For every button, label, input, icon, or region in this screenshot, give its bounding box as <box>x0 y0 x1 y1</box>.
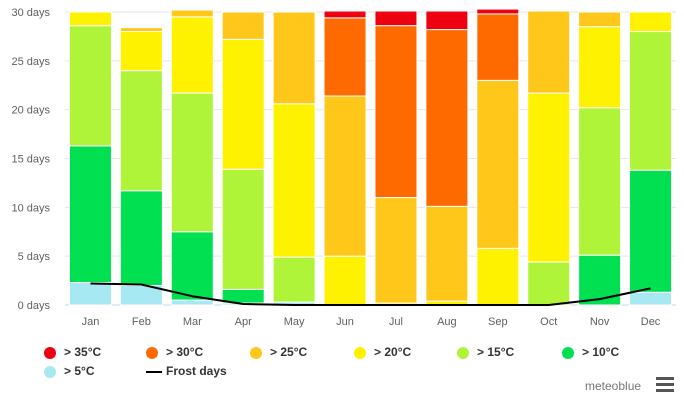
x-tick-label: May <box>284 316 305 328</box>
bar-segment <box>68 11 112 27</box>
legend-label: > 35°C <box>64 345 102 359</box>
bar-segment <box>578 107 622 256</box>
legend-label: > 10°C <box>582 345 620 359</box>
y-tick-label: 20 days <box>11 105 50 117</box>
x-tick-label: Feb <box>132 316 151 328</box>
bar-segment <box>119 190 163 286</box>
legend-swatch <box>457 347 469 359</box>
bar-segment <box>221 11 265 40</box>
bar-segment <box>527 261 571 306</box>
bar-segment <box>323 17 367 97</box>
bar-segment <box>374 10 418 27</box>
bar-segment <box>221 168 265 290</box>
legend-line-swatch <box>146 371 162 373</box>
bar-segment <box>68 25 112 147</box>
legend-swatch <box>44 366 56 378</box>
x-tick-label: Dec <box>641 316 661 328</box>
bar-segment <box>323 95 367 257</box>
legend-label: > 20°C <box>374 345 412 359</box>
bar-segment <box>272 103 316 258</box>
legend-swatch <box>250 347 262 359</box>
bar-segment <box>119 70 163 192</box>
bar-segment <box>425 29 469 207</box>
stacked-bars <box>68 8 673 306</box>
x-axis-ticks: Jan Feb Mar Apr May Jun Jul Aug Sep Oct Nov Dec <box>82 316 661 328</box>
y-tick-label: 0 days <box>18 300 51 312</box>
bar-segment <box>170 16 214 94</box>
y-tick-label: 30 days <box>11 7 50 19</box>
bar-segment <box>272 11 316 105</box>
legend-label: > 5°C <box>64 364 95 378</box>
y-tick-label: 25 days <box>11 56 50 68</box>
x-tick-label: Jul <box>389 316 403 328</box>
bar-segment <box>527 10 571 94</box>
bar-segment <box>170 9 214 18</box>
bar-segment <box>170 92 214 233</box>
bar-segment <box>170 299 214 306</box>
legend-swatch <box>562 347 574 359</box>
y-tick-label: 15 days <box>11 154 50 166</box>
bar-segment <box>629 291 673 306</box>
legend-swatch <box>354 347 366 359</box>
x-tick-label: Jun <box>336 316 354 328</box>
bar-segment <box>578 254 622 306</box>
x-tick-label: Apr <box>235 316 252 328</box>
bar-segment <box>629 169 673 293</box>
menu-icon[interactable] <box>656 377 674 393</box>
bar-segment <box>323 10 367 19</box>
bar-segment <box>221 10 265 13</box>
bar-segment <box>578 11 622 28</box>
legend-label: > 30°C <box>166 345 204 359</box>
y-tick-label: 10 days <box>11 202 50 214</box>
y-tick-label: 5 days <box>18 251 51 263</box>
x-tick-label: Jan <box>82 316 100 328</box>
legend-label: Frost days <box>166 364 227 378</box>
x-tick-label: Nov <box>590 316 610 328</box>
bar-segment <box>119 27 163 33</box>
bar-segment <box>221 38 265 170</box>
bar-segment <box>476 247 520 306</box>
bar-segment <box>425 10 469 31</box>
legend: > 35°C > 30°C > 25°C > 20°C > 15°C > 10°… <box>0 344 684 384</box>
legend-swatch <box>146 347 158 359</box>
bar-segment <box>476 8 520 15</box>
x-tick-label: Oct <box>540 316 557 328</box>
frost-days-polyline <box>90 282 651 306</box>
bar-segment <box>119 31 163 72</box>
x-tick-label: Mar <box>183 316 202 328</box>
bar-segment <box>629 11 673 33</box>
bar-segment <box>272 256 316 303</box>
grid-lines <box>65 11 676 306</box>
bar-segment <box>68 282 112 306</box>
bar-segment <box>323 255 367 306</box>
legend-label: > 15°C <box>477 345 515 359</box>
bar-segment <box>527 92 571 263</box>
bar-segment <box>374 25 418 199</box>
credit-meteoblue[interactable]: meteoblue <box>585 379 642 393</box>
bar-segment <box>425 205 469 302</box>
bar-segment <box>578 26 622 109</box>
legend-swatch <box>44 347 56 359</box>
bar-segment <box>68 145 112 284</box>
bar-segment <box>476 79 520 249</box>
bar-segment <box>170 231 214 301</box>
y-axis-ticks: 0 days 5 days 10 days 15 days 20 days 25 days… <box>11 7 50 312</box>
legend-label: > 25°C <box>270 345 308 359</box>
bar-segment <box>629 31 673 171</box>
frost-days-line <box>90 282 651 306</box>
bar-segment <box>374 197 418 304</box>
x-tick-label: Aug <box>437 316 457 328</box>
x-tick-label: Sep <box>488 316 508 328</box>
bar-segment <box>476 13 520 81</box>
